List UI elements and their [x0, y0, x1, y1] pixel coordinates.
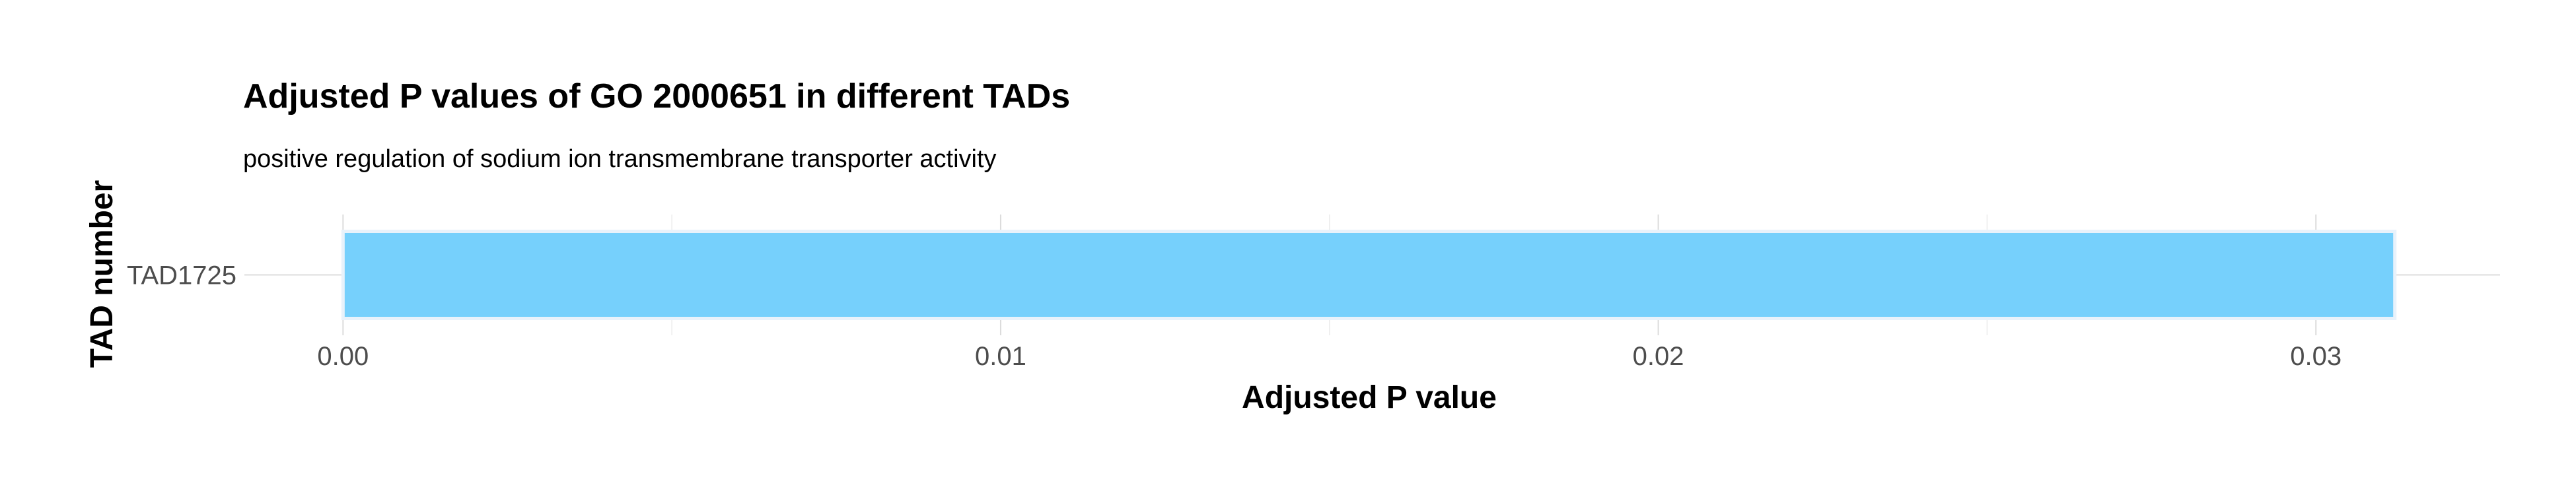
y-axis-title: TAD number	[85, 180, 120, 368]
chart-subtitle: positive regulation of sodium ion transm…	[243, 145, 997, 173]
bar	[341, 230, 2397, 320]
chart-title: Adjusted P values of GO 2000651 in diffe…	[243, 77, 1070, 116]
x-tick-label: 0.03	[2290, 342, 2342, 371]
y-axis-tick-labels: TAD1725	[127, 261, 236, 290]
bars	[341, 230, 2397, 320]
x-tick-label: 0.00	[317, 342, 369, 371]
x-tick-label: 0.02	[1633, 342, 1684, 371]
x-axis-title: Adjusted P value	[1242, 380, 1497, 415]
y-tick-label: TAD1725	[127, 261, 236, 290]
x-axis-tick-labels: 0.00 0.01 0.02 0.03	[317, 342, 2342, 371]
x-tick-label: 0.01	[975, 342, 1026, 371]
